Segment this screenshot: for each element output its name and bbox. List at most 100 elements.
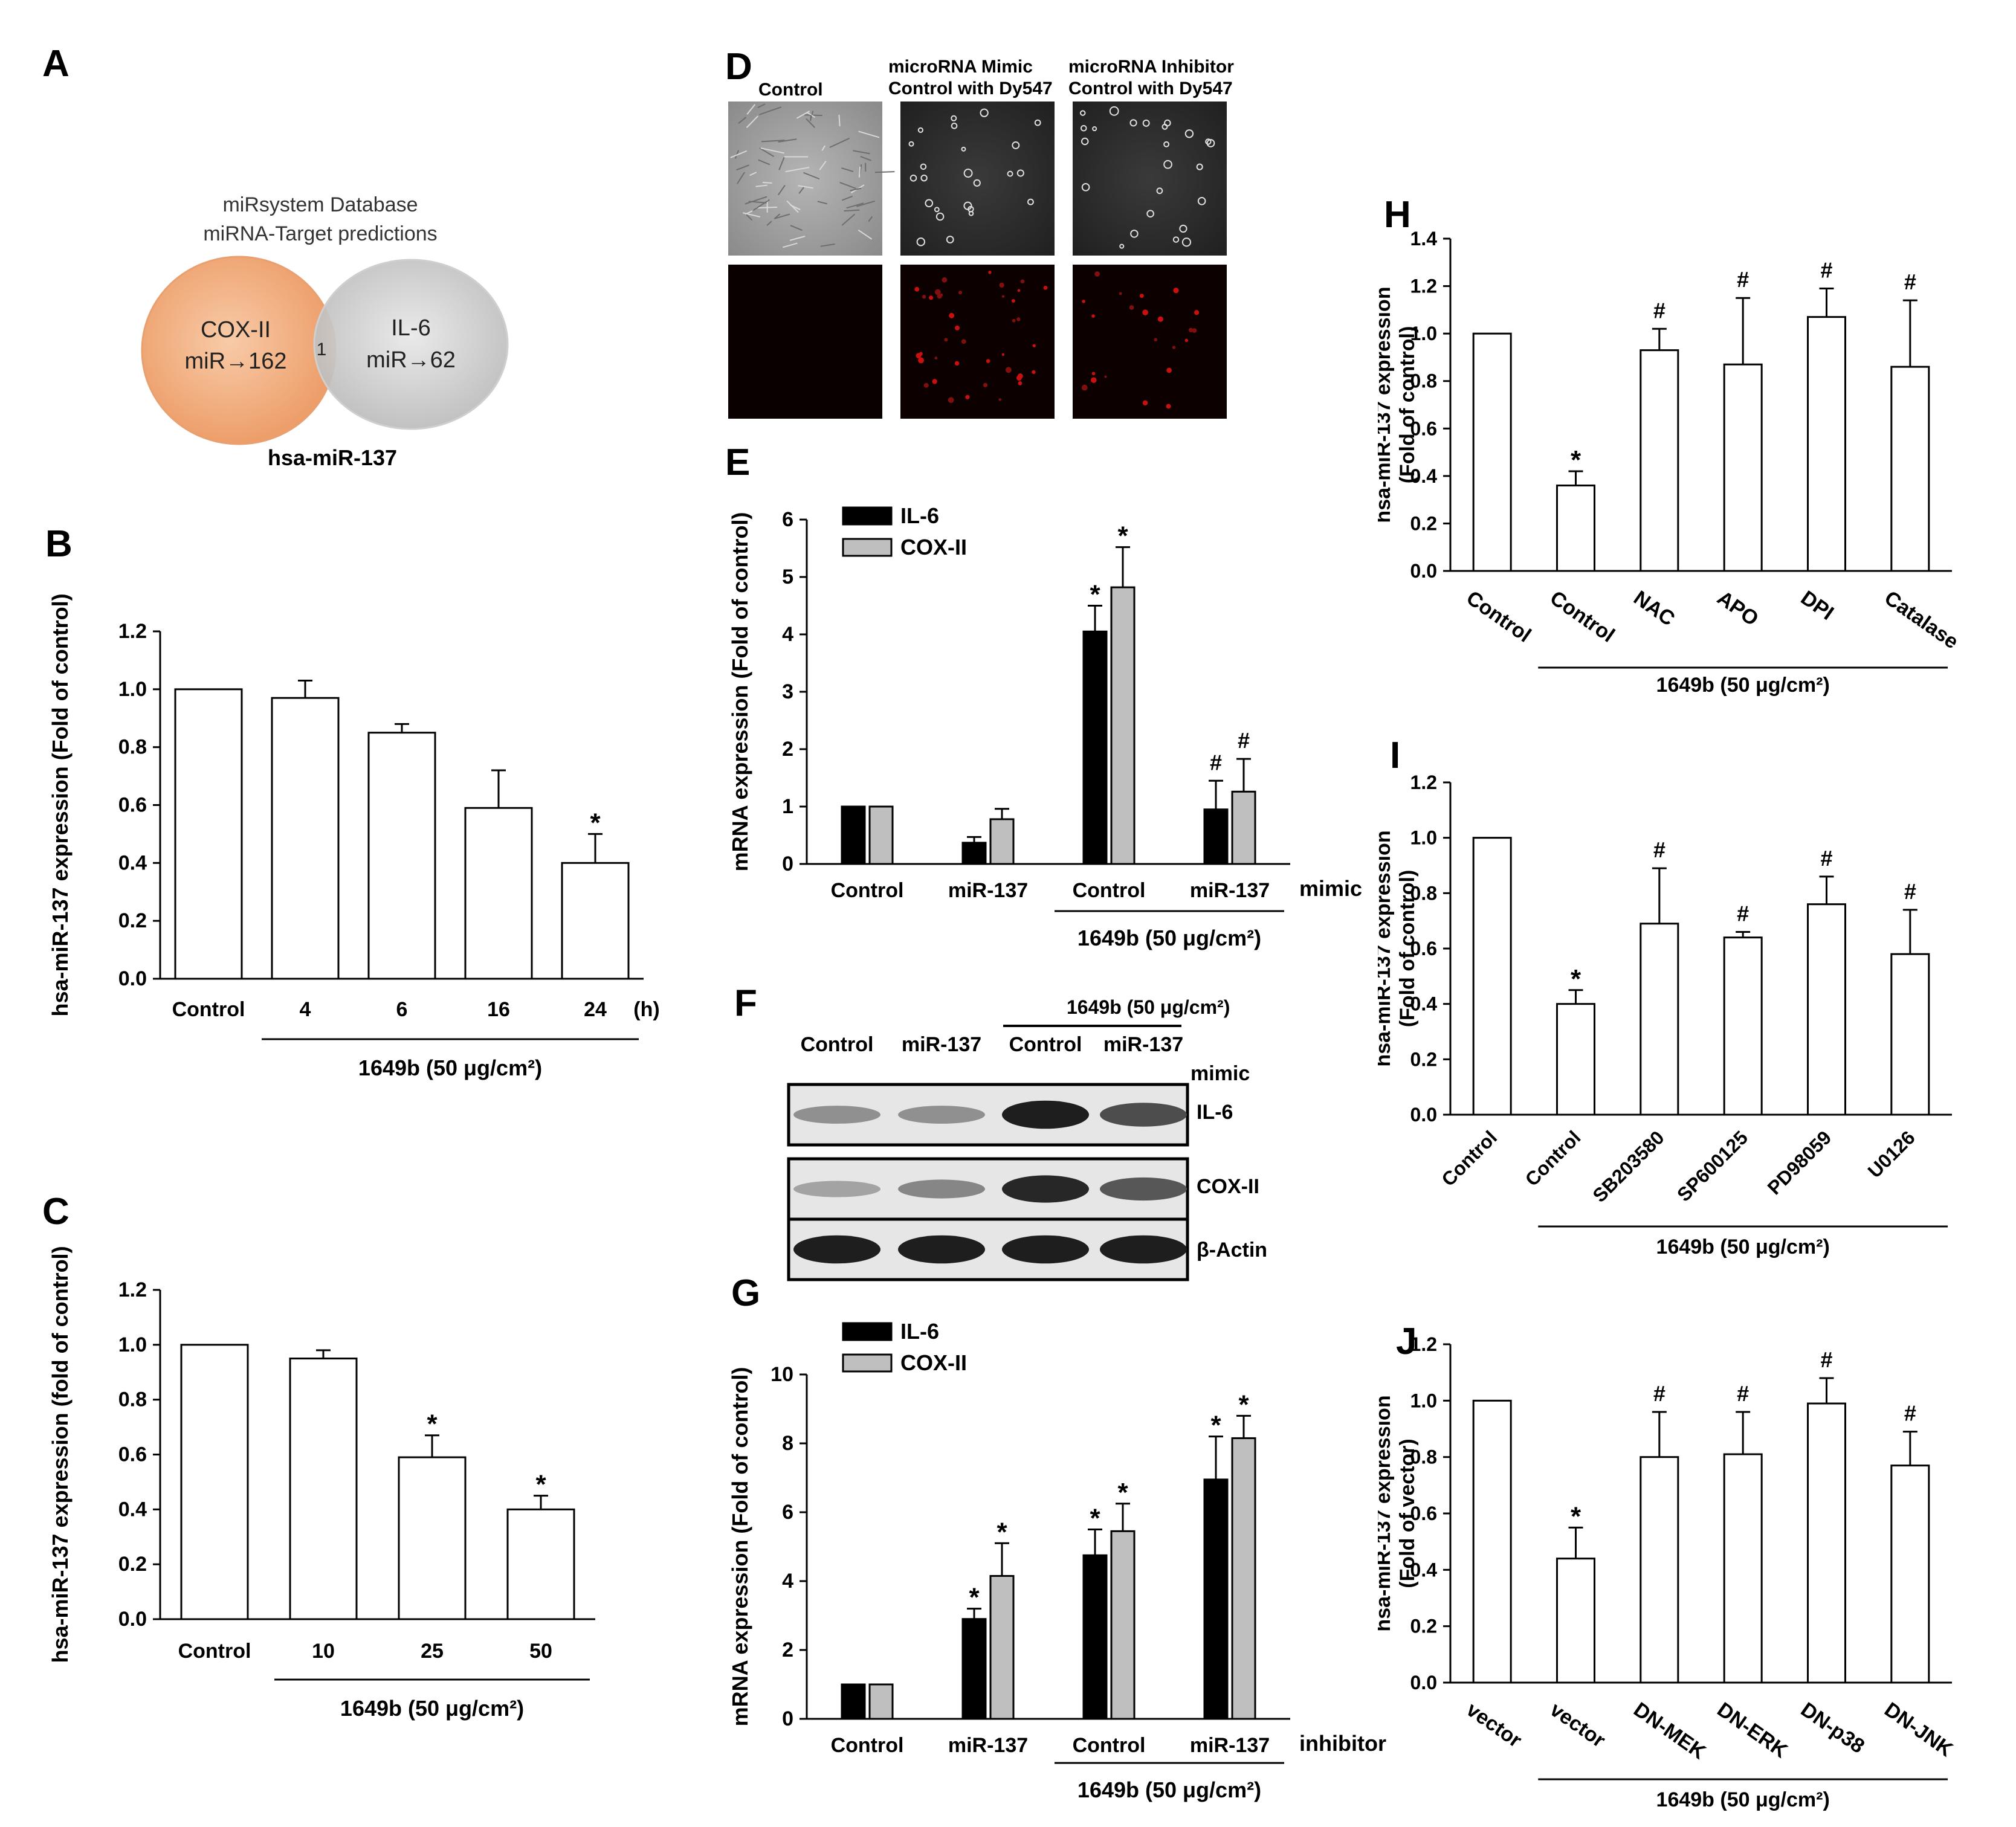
d-phase-cell bbox=[973, 179, 981, 187]
d-phase-cell bbox=[1129, 119, 1137, 127]
significance-mark: # bbox=[1820, 1347, 1832, 1372]
bar-b-hsa-mir-137-4 bbox=[464, 807, 533, 980]
d-fluor-cell bbox=[1172, 346, 1176, 349]
d-phase-cell bbox=[951, 115, 957, 121]
d-phase-streak bbox=[730, 150, 748, 158]
d-fluor-cell bbox=[1011, 298, 1015, 303]
bar-i-hsa-mir-137-3 bbox=[1640, 923, 1679, 1116]
d-phase-streak bbox=[856, 200, 876, 207]
d-fluor-cell bbox=[923, 382, 929, 388]
group-label: 1649b (50 μg/cm²) bbox=[1656, 674, 1830, 697]
bar-i-hsa-mir-137-5 bbox=[1807, 903, 1846, 1116]
bar-g-il-6-2 bbox=[961, 1618, 987, 1720]
d-phase-cells bbox=[908, 106, 1215, 249]
significance-mark: # bbox=[1737, 1381, 1749, 1406]
d-phase-streak bbox=[778, 156, 785, 170]
x-tick-label: DPI bbox=[1797, 586, 1838, 625]
d-phase-streak bbox=[745, 196, 767, 205]
y-tick-label: 2 bbox=[782, 1638, 793, 1661]
legend-label-il-6: IL-6 bbox=[900, 1319, 939, 1344]
y-tick-label: 0 bbox=[782, 1707, 793, 1730]
x-tick-label: miR-137 bbox=[948, 879, 1028, 902]
y-tick-label: 6 bbox=[782, 508, 793, 531]
y-tick-label: 0.6 bbox=[1410, 938, 1437, 959]
legend-swatch-il-6 bbox=[842, 1322, 893, 1341]
significance-mark: # bbox=[1737, 901, 1749, 926]
d-phase-streak bbox=[839, 181, 856, 189]
d-phase-cell bbox=[946, 236, 954, 243]
panel-label-e: E bbox=[725, 442, 751, 483]
d-phase-streak bbox=[778, 138, 797, 143]
d-phase-cell bbox=[1007, 170, 1013, 177]
x-tick-label: Control bbox=[1521, 1126, 1585, 1190]
venn-mirna-label: hsa-miR-137 bbox=[268, 445, 397, 470]
d-fluor-cell bbox=[965, 395, 970, 399]
d-phase-streak bbox=[844, 209, 860, 212]
panel-label-a: A bbox=[42, 43, 69, 85]
d-fluor-cell bbox=[1188, 327, 1194, 333]
x-tick-label: DN-ERK bbox=[1713, 1698, 1792, 1762]
d-phase-cell bbox=[1119, 243, 1125, 249]
chart-g: 0 2 4 6 8 10 mRNA expression (Fold of control)… bbox=[728, 1319, 1386, 1802]
d-phase-cell bbox=[963, 169, 973, 178]
d-phase-streak bbox=[786, 200, 799, 213]
d-fluor-cell bbox=[1192, 328, 1197, 333]
d-fluor-cell bbox=[983, 382, 988, 388]
y-tick-label: 0.0 bbox=[1410, 560, 1437, 582]
d-fluor-cell bbox=[934, 356, 938, 360]
d-phase-streak bbox=[820, 243, 835, 247]
venn-il6-count: miR→62 bbox=[366, 347, 456, 373]
d-phase-cell bbox=[1146, 210, 1154, 218]
significance-mark: * bbox=[1117, 1478, 1128, 1507]
d-fluor-cell bbox=[1001, 353, 1005, 356]
bar-i-hsa-mir-137-1 bbox=[1472, 837, 1512, 1116]
d-col-label-mimic: microRNA Mimic Control with Dy547 bbox=[888, 57, 1053, 98]
legend-swatch-il-6 bbox=[842, 506, 893, 526]
bar-i-hsa-mir-137-6 bbox=[1890, 953, 1930, 1116]
chart-b: 0.0 0.2 0.4 0.6 0.8 1.0 1.2 hsa-miR-137 express… bbox=[48, 593, 660, 1080]
d-fluor-cell bbox=[1184, 338, 1189, 343]
x-suffix-label: inhibitor bbox=[1299, 1731, 1386, 1756]
d-fluor-cell bbox=[932, 379, 937, 384]
x-tick-label: Control bbox=[172, 998, 245, 1021]
chart-h: 0.0 0.2 0.4 0.6 0.8 1.0 1.2 1.4 hsa-miR-137 expr… bbox=[1378, 228, 1963, 697]
d-fluor-cell bbox=[1012, 318, 1016, 323]
d-phase-streak bbox=[755, 184, 767, 187]
d-fluor-cell bbox=[1091, 372, 1096, 376]
y-axis-label: hsa-miR-137 expression(Fold of vector) bbox=[1378, 1395, 1419, 1631]
x-tick-label: SB203580 bbox=[1588, 1126, 1668, 1206]
x-tick-label: PD98059 bbox=[1763, 1126, 1836, 1199]
d-fluor-mimic bbox=[900, 265, 1055, 419]
chart-j: 0.0 0.2 0.4 0.6 0.8 1.0 1.2 hsa-miR-137 express… bbox=[1378, 1335, 1957, 1811]
f-band-actin-4 bbox=[1100, 1235, 1187, 1264]
y-tick-label: 1.4 bbox=[1410, 228, 1438, 250]
bar-j-hsa-mir-137-5 bbox=[1807, 1402, 1846, 1684]
significance-mark: * bbox=[1117, 521, 1128, 551]
significance-mark: * bbox=[1238, 1390, 1249, 1419]
bar-g-cox-ii-2 bbox=[989, 1574, 1015, 1720]
d-fluor-cell bbox=[1194, 310, 1200, 315]
significance-mark: # bbox=[1653, 837, 1665, 862]
f-lane-label-3: Control bbox=[1009, 1033, 1082, 1056]
y-tick-label: 0.6 bbox=[118, 1443, 147, 1466]
chart-i: 0.0 0.2 0.4 0.6 0.8 1.0 1.2 hsa-miR-137 express… bbox=[1378, 772, 1952, 1258]
f-band-cox-4 bbox=[1100, 1177, 1187, 1201]
panel-f-blot: 1649b (50 μg/cm²) Control miR-137 Contro… bbox=[787, 996, 1267, 1281]
significance-mark: * bbox=[1210, 1411, 1221, 1440]
significance-mark: * bbox=[427, 1410, 438, 1439]
d-phase-cell bbox=[1016, 169, 1024, 177]
y-axis-label: hsa-miR-137 expression(Fold of control) bbox=[1378, 830, 1419, 1066]
y-axis-label: hsa-miR-137 expression (fold of control) bbox=[48, 1246, 73, 1663]
d-fluor-cell bbox=[1119, 292, 1122, 295]
y-tick-label: 1.2 bbox=[118, 1278, 147, 1301]
x-tick-label: Control bbox=[1546, 586, 1619, 646]
significance-mark: * bbox=[535, 1470, 546, 1500]
x-tick-label: 24 bbox=[584, 998, 607, 1021]
d-phase-control-cells bbox=[730, 103, 895, 248]
d-fluor-cell bbox=[1032, 344, 1036, 347]
f-band-cox-3 bbox=[1002, 1175, 1089, 1203]
d-phase-streak bbox=[850, 187, 862, 192]
y-tick-label: 1.0 bbox=[1410, 1390, 1437, 1411]
d-fluor-cell bbox=[922, 295, 926, 299]
